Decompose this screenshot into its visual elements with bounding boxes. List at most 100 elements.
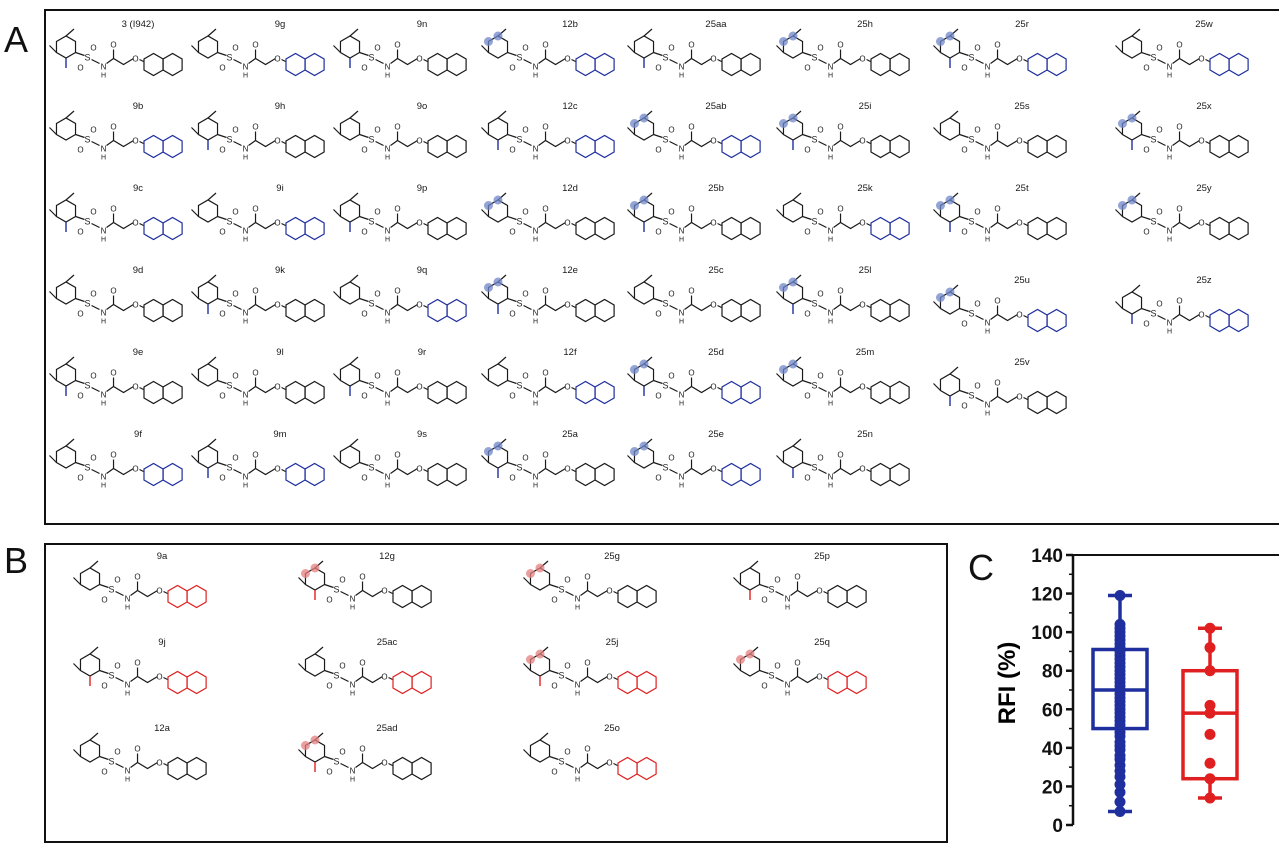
highlight-dot [778, 119, 788, 128]
svg-text:O: O [416, 219, 422, 228]
compound-label: 9e [133, 347, 144, 358]
svg-text:N: N [575, 681, 581, 690]
svg-text:O: O [1176, 41, 1182, 50]
naphthalene-ring [870, 380, 891, 405]
svg-text:O: O [361, 228, 367, 237]
sulfur-atom: S [969, 309, 975, 319]
compound-label: 9q [417, 265, 428, 276]
svg-text:O: O [1016, 137, 1022, 146]
naphthalene-ring [740, 380, 761, 405]
svg-text:O: O [761, 596, 767, 605]
svg-text:O: O [156, 587, 162, 596]
svg-text:N: N [101, 63, 107, 72]
naphthalene-ring [721, 298, 742, 323]
svg-text:O: O [961, 402, 967, 411]
svg-text:O: O [564, 55, 570, 64]
svg-text:O: O [961, 320, 967, 329]
svg-text:O: O [774, 576, 780, 585]
y-tick-label: 0 [1052, 816, 1063, 835]
naphthalene-ring [740, 462, 761, 487]
aryl-ring [529, 739, 551, 763]
svg-text:H: H [985, 237, 990, 244]
aryl-ring [55, 117, 77, 141]
svg-text:O: O [688, 41, 694, 50]
svg-text:O: O [816, 587, 822, 596]
naphthalene-ring [186, 670, 207, 695]
svg-text:H: H [350, 605, 355, 612]
compound-label: 25t [1015, 183, 1029, 194]
sulfur-atom: S [663, 53, 669, 63]
sulfur-atom: S [369, 381, 375, 391]
compound-label: 9b [133, 101, 144, 112]
svg-text:H: H [101, 483, 106, 490]
naphthalene-ring [1027, 216, 1048, 241]
naphthalene-ring [636, 670, 657, 695]
svg-text:O: O [837, 41, 843, 50]
highlight-dot [310, 735, 320, 745]
data-point [1114, 590, 1126, 601]
svg-text:H: H [125, 777, 130, 784]
naphthalene-ring [162, 216, 183, 241]
svg-text:H: H [350, 777, 355, 784]
aryl-ring [339, 117, 361, 141]
svg-text:N: N [385, 473, 391, 482]
svg-text:O: O [817, 372, 823, 381]
svg-text:O: O [219, 64, 225, 73]
naphthalene-ring [285, 298, 306, 323]
svg-text:O: O [132, 55, 138, 64]
svg-text:O: O [837, 369, 843, 378]
aryl-ring [197, 281, 219, 305]
svg-text:O: O [394, 123, 400, 132]
sulfur-atom: S [769, 585, 775, 595]
naphthalene-ring [167, 584, 188, 609]
svg-text:H: H [828, 155, 833, 162]
svg-text:O: O [1156, 44, 1162, 53]
svg-text:O: O [655, 146, 661, 155]
svg-text:H: H [828, 73, 833, 80]
panel-a-frame [44, 9, 1279, 525]
naphthalene-ring [1027, 134, 1048, 159]
y-tick-label: 40 [1042, 739, 1063, 760]
svg-text:H: H [1167, 73, 1172, 80]
data-point [1114, 779, 1126, 790]
svg-text:O: O [974, 208, 980, 217]
svg-text:O: O [326, 768, 332, 777]
naphthalene-ring [721, 52, 742, 77]
svg-text:O: O [90, 372, 96, 381]
svg-text:O: O [110, 451, 116, 460]
highlight-dot [310, 563, 320, 573]
svg-text:O: O [416, 383, 422, 392]
compound-label: 12f [563, 347, 577, 358]
svg-text:H: H [533, 155, 538, 162]
svg-text:O: O [252, 123, 258, 132]
compound-label: 9n [417, 19, 428, 30]
svg-text:O: O [101, 768, 107, 777]
svg-text:N: N [828, 309, 834, 318]
svg-text:O: O [564, 383, 570, 392]
compound-label: 3 (I942) [122, 19, 155, 30]
sulfur-atom: S [85, 217, 91, 227]
svg-text:O: O [90, 44, 96, 53]
svg-text:O: O [274, 465, 280, 474]
svg-text:O: O [551, 768, 557, 777]
svg-text:O: O [374, 126, 380, 135]
compound-label: 25x [1196, 101, 1212, 112]
compound-label: 25i [859, 101, 872, 112]
svg-text:N: N [679, 391, 685, 400]
naphthalene-ring [740, 52, 761, 77]
svg-text:O: O [77, 474, 83, 483]
aryl-ring [79, 653, 101, 677]
naphthalene-ring [575, 298, 596, 323]
svg-text:O: O [837, 123, 843, 132]
sulfur-atom: S [1151, 309, 1157, 319]
data-point [1204, 665, 1216, 677]
